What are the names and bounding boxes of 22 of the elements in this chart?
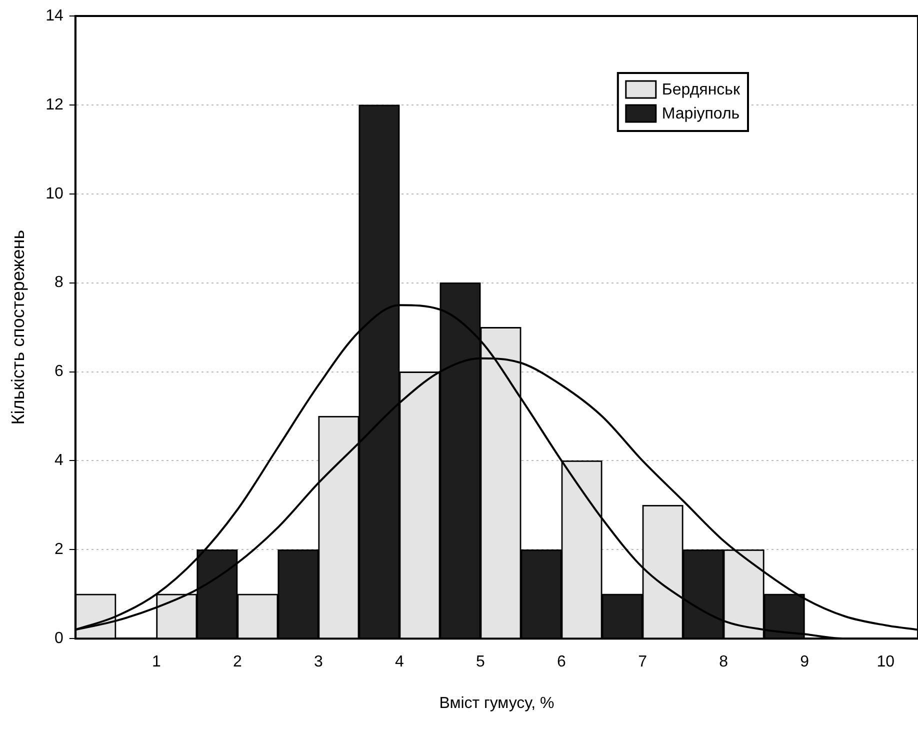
x-tick-label: 2 [232, 654, 242, 671]
x-tick-label: 1 [152, 654, 161, 671]
y-tick-label: 14 [46, 7, 64, 24]
x-tick-label: 10 [876, 654, 895, 671]
y-tick-label: 6 [54, 363, 64, 380]
y-tick-label: 4 [54, 452, 64, 470]
y-tick-label: 12 [46, 96, 64, 114]
y-tick-label: 0 [54, 630, 64, 648]
y-axis-title: Кількість спостережень [8, 230, 28, 425]
legend-label: Маріуполь [662, 105, 740, 122]
x-tick-label: 8 [719, 654, 728, 671]
legend-label: Бердянськ [662, 81, 741, 98]
x-tick-label: 7 [638, 654, 648, 671]
y-tick-label: 2 [54, 541, 64, 558]
x-tick-label: 9 [800, 654, 810, 671]
x-tick-label: 5 [476, 654, 486, 671]
y-tick-label: 8 [54, 274, 64, 292]
y-tick-label: 10 [46, 185, 64, 202]
x-tick-label: 3 [314, 654, 323, 671]
x-tick-label: 4 [395, 654, 404, 671]
x-tick-label: 6 [557, 654, 566, 671]
x-axis-title: Вміст гумусу, % [439, 694, 554, 712]
